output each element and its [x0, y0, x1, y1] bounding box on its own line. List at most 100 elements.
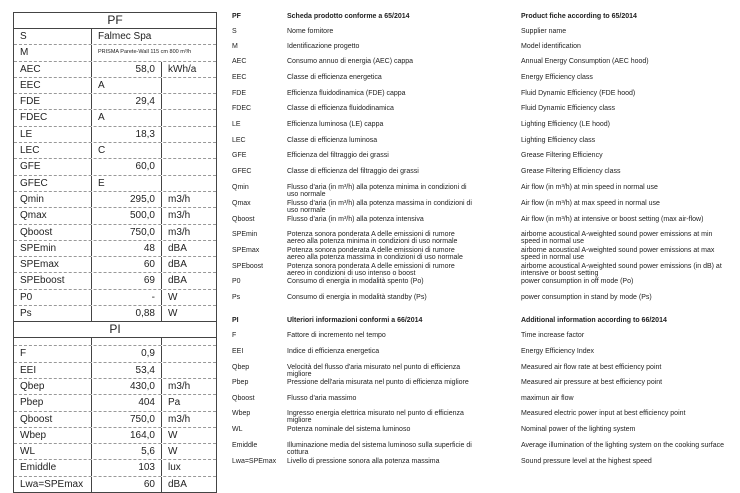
- legend-code: S: [232, 28, 237, 35]
- legend-it: Consumo di energia in modalità standby (…: [287, 294, 427, 301]
- table-row: Ps 0,88 W: [14, 306, 216, 322]
- legend-it: Indice di efficienza energetica: [287, 348, 380, 355]
- row-value: 164,0: [92, 427, 162, 444]
- row-label: GFEC: [14, 175, 92, 191]
- row-unit: [162, 346, 216, 361]
- legend-code: GFEC: [232, 168, 252, 175]
- legend-it: Potenza sonora ponderata A delle emissio…: [287, 231, 458, 245]
- row-value: 18,3: [92, 126, 162, 143]
- legend-en: Measured electric power input at best ef…: [521, 410, 686, 417]
- legend-it: Flusso d'aria (in m³/h) alla potenza int…: [287, 216, 424, 223]
- legend-en: Supplier name: [521, 28, 567, 35]
- table-row: SPEboost 69 dBA: [14, 273, 216, 290]
- row-label: SPEmin: [14, 240, 92, 257]
- legend-code: SPEmin: [232, 231, 258, 238]
- legend-it: Classe di efficienza del filtraggio dei …: [287, 168, 419, 175]
- row-label: LEC: [14, 143, 92, 159]
- legend-it: Velocità del flusso d'aria misurato nel …: [287, 364, 461, 378]
- legend-code: F: [232, 332, 237, 339]
- row-unit: dBA: [168, 242, 187, 254]
- legend-it: Potenza sonora ponderata A delle emissio…: [287, 247, 463, 261]
- spacer-row: [14, 338, 216, 347]
- legend-en: Lighting Efficiency class: [521, 137, 596, 144]
- table-row: LE 18,3: [14, 126, 216, 144]
- row-value: Falmec Spa: [98, 31, 152, 42]
- legend-en: Model identification: [521, 43, 581, 50]
- row-label: Emiddle: [14, 460, 92, 476]
- legend-en: Fluid Dynamic Efficiency class: [521, 105, 616, 112]
- legend-en: Energy Efficiency Index: [521, 348, 595, 355]
- legend-en: Annual Energy Consumption (AEC hood): [521, 58, 649, 65]
- table-row: AEC 58,0 kWh/a: [14, 61, 216, 78]
- legend-code: Wbep: [232, 410, 251, 417]
- legend-it: Illuminazione media del sistema luminoso…: [287, 442, 472, 456]
- row-value: 295,0: [92, 191, 162, 208]
- row-unit: m3/h: [168, 210, 191, 222]
- row-unit: kWh/a: [168, 63, 197, 75]
- legend-it: Efficienza del filtraggio dei grassi: [287, 152, 389, 159]
- legend-code: EEC: [232, 74, 247, 81]
- row-value: 60,0: [92, 159, 162, 175]
- legend-it: Potenza nominale del sistema luminoso: [287, 426, 411, 433]
- legend-it: Scheda prodotto conforme a 65/2014: [287, 13, 410, 20]
- row-label: SPEboost: [14, 273, 92, 289]
- legend-code: GFE: [232, 152, 247, 159]
- row-value: 0,9: [92, 346, 162, 362]
- product-fiche-table: PF S Falmec Spa S M PRISMA Parete-Wall 1…: [13, 12, 217, 493]
- legend-code: SPEmax: [232, 247, 260, 254]
- legend-it: Livello di pressione sonora alla potenza…: [287, 458, 440, 465]
- row-value: 53,4: [92, 362, 162, 378]
- row-label: Qmax: [14, 208, 92, 224]
- row-value: E: [92, 175, 162, 191]
- row-unit: m3/h: [168, 380, 191, 392]
- row-value: -: [92, 289, 162, 306]
- legend-en: Product fiche according to 65/2014: [521, 13, 637, 20]
- legend-en: power consumption in stand by mode (Ps): [521, 294, 652, 301]
- legend-it: Flusso d'aria (in m³/h) alla potenza mas…: [287, 200, 472, 214]
- legend-it: Consumo di energia in modalità spento (P…: [287, 278, 424, 285]
- row-label: GFE: [14, 159, 92, 175]
- table-row: GFE 60,0: [14, 159, 216, 176]
- legend-it: Identificazione progetto: [287, 43, 360, 50]
- legend-en: Air flow (in m³/h) at max speed in norma…: [521, 200, 660, 207]
- legend-code: M: [232, 43, 238, 50]
- legend-it: Potenza sonora ponderata A delle emissio…: [287, 263, 455, 277]
- legend-en: Energy Efficiency class: [521, 74, 593, 81]
- legend-en: Grease Filtering Efficiency: [521, 152, 603, 159]
- row-label: FDEC: [14, 110, 92, 126]
- table-row: GFEC E: [14, 175, 216, 192]
- row-unit: W: [168, 429, 178, 441]
- table-row: Qmax 500,0 m3/h: [14, 208, 216, 225]
- legend-en: Nominal power of the lighting system: [521, 426, 636, 433]
- row-value: 0,88: [92, 306, 162, 322]
- legend-en: Time increase factor: [521, 332, 585, 339]
- row-unit: dBA: [168, 259, 187, 271]
- row-unit: [162, 78, 216, 93]
- row-value: PRISMA Parete-Wall 115 cm 800 m³/h: [98, 49, 192, 56]
- table-row: SPEmax 60 dBA: [14, 257, 216, 274]
- legend-code: Pbep: [232, 379, 249, 386]
- table-row: LEC C: [14, 143, 216, 160]
- row-label: P0: [14, 289, 92, 306]
- table-row: F 0,9: [14, 346, 216, 363]
- legend-en: Measured air pressure at best efficiency…: [521, 379, 663, 386]
- row-unit: [162, 127, 216, 142]
- legend-code: Qbep: [232, 364, 250, 371]
- row-value: 58,0: [92, 61, 162, 77]
- legend-it: Consumo annuo di energia (AEC) cappa: [287, 58, 414, 65]
- row-label: S: [14, 29, 92, 45]
- row-label: Lwa=SPEmax: [14, 476, 92, 493]
- pi-header: PI: [14, 321, 216, 339]
- row-label: AEC: [14, 61, 92, 77]
- legend-code: P0: [232, 278, 241, 285]
- row-unit: [162, 110, 216, 125]
- legend-it: Ingresso energia elettrica misurato nel …: [287, 410, 464, 424]
- table-row: Pbep 404 Pa: [14, 395, 216, 412]
- row-label: FDE: [14, 94, 92, 110]
- row-label: Wbep: [14, 427, 92, 444]
- legend-it: Flusso d'aria massimo: [287, 395, 357, 402]
- legend-en: power consumption in off mode (Po): [521, 278, 634, 285]
- legend-code: Qboost: [232, 216, 255, 223]
- row-unit: W: [168, 291, 178, 303]
- row-label: Qmin: [14, 191, 92, 208]
